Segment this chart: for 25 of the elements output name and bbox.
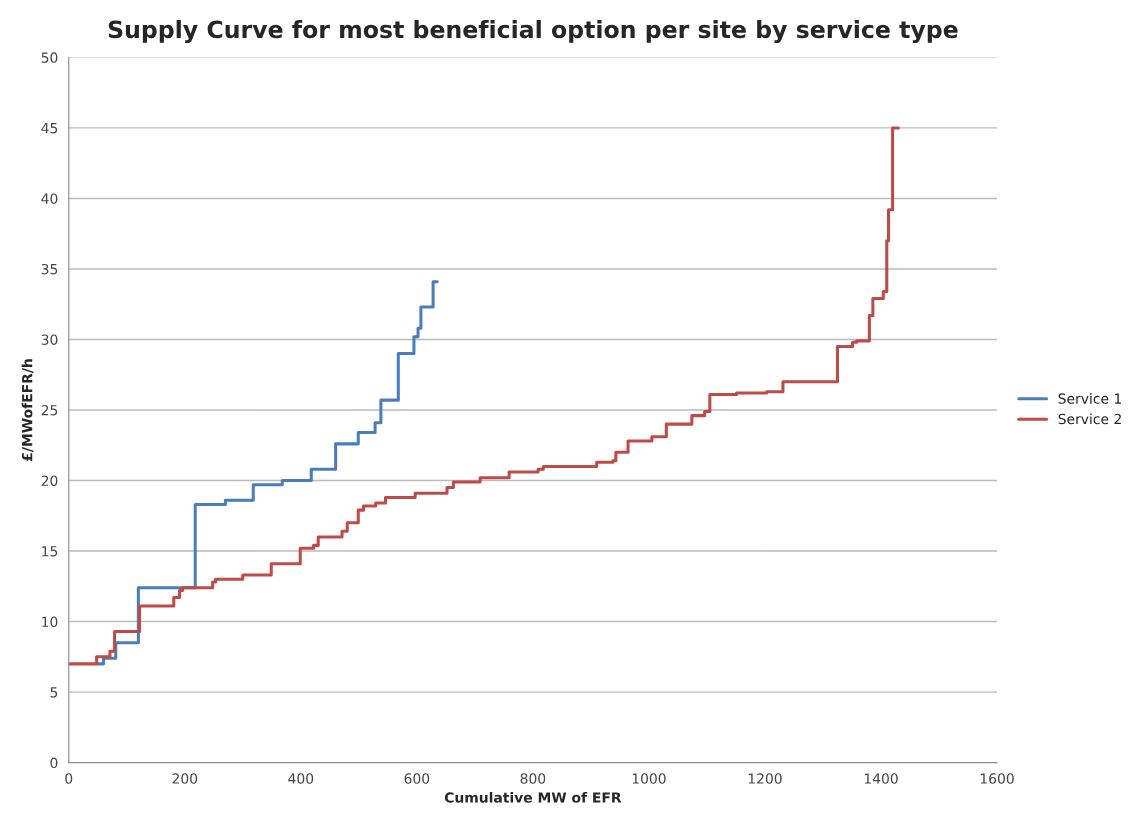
x-tick-label: 1600	[980, 773, 1014, 784]
y-tick-label: 45	[41, 123, 58, 134]
y-tick-label: 15	[42, 546, 58, 557]
x-tick-label: 1400	[864, 773, 898, 784]
y-tick-label: 0	[50, 757, 58, 769]
x-tick-label: 800	[520, 773, 546, 784]
y-tick-label: 30	[41, 334, 58, 345]
legend-label: Service 2	[1058, 413, 1121, 425]
y-tick-label: 50	[41, 52, 58, 63]
x-tick-label: 600	[404, 773, 430, 784]
y-tick-label: 25	[41, 404, 58, 416]
y-tick-label: 20	[41, 475, 58, 486]
x-tick-label: 0	[65, 773, 73, 784]
y-tick-label: 35	[41, 263, 58, 275]
legend-label: Service 1	[1058, 393, 1121, 404]
x-tick-label: 1200	[748, 773, 782, 784]
x-tick-label: 200	[172, 773, 198, 784]
y-tick-label: 10	[42, 616, 58, 628]
chart-title: Supply Curve for most beneficial option per site by service type	[108, 20, 958, 44]
y-axis-title: £/MWofEFR/h	[21, 359, 34, 461]
x-axis-title: Cumulative MW of EFR	[444, 792, 622, 803]
x-tick-label: 400	[288, 773, 314, 784]
y-tick-label: 40	[41, 193, 58, 204]
y-tick-label: 5	[50, 687, 58, 698]
x-tick-label: 1000	[632, 773, 666, 784]
